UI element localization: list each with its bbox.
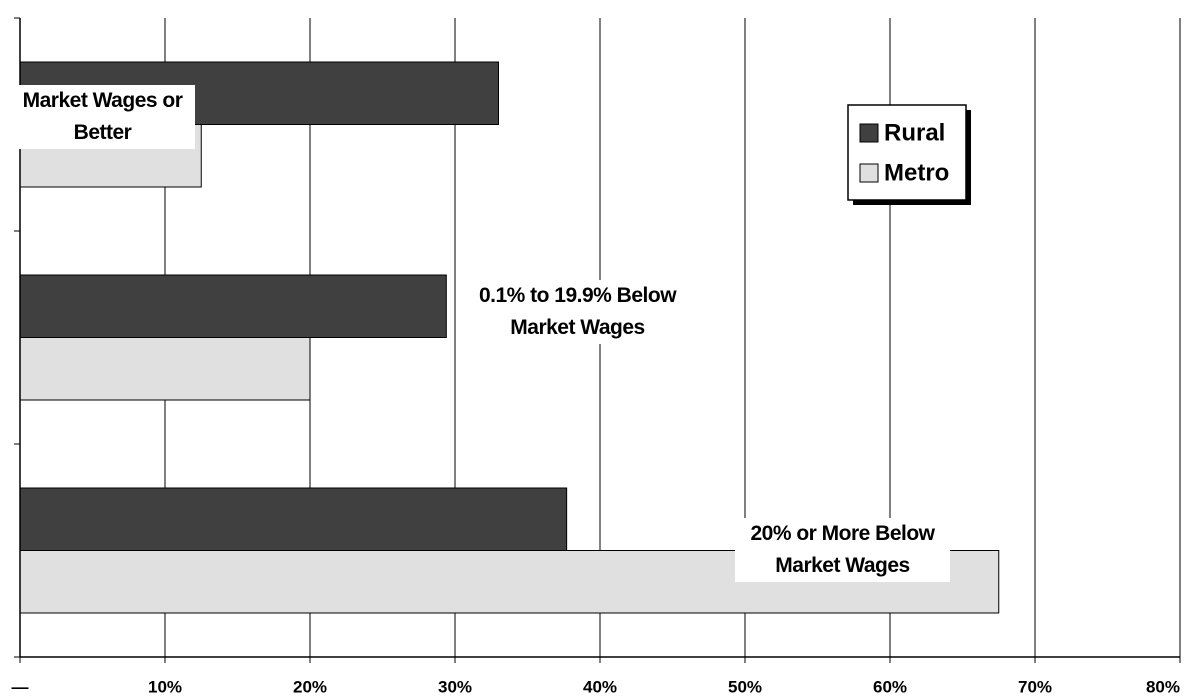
x-tick-label: 40% xyxy=(583,677,617,696)
legend xyxy=(847,104,967,201)
legend-label: Rural xyxy=(884,119,945,146)
category-label: 20% or More Below Market Wages xyxy=(735,518,950,582)
x-tick-label: — xyxy=(12,677,29,696)
x-tick-label: 10% xyxy=(148,677,182,696)
legend-swatch xyxy=(859,123,879,143)
legend-label: Metro xyxy=(884,159,949,186)
bar xyxy=(19,487,568,551)
x-tick-label: 30% xyxy=(438,677,472,696)
bar xyxy=(19,274,447,338)
x-tick-label: 60% xyxy=(873,677,907,696)
category-label: 0.1% to 19.9% Below Market Wages xyxy=(460,280,695,344)
bar xyxy=(19,337,311,401)
category-label: Market Wages or Better xyxy=(10,85,195,149)
x-tick-label: 80% xyxy=(1146,677,1180,696)
x-tick-label: 70% xyxy=(1018,677,1052,696)
legend-swatch xyxy=(859,163,879,183)
x-tick-label: 20% xyxy=(293,677,327,696)
x-tick-label: 50% xyxy=(728,677,762,696)
